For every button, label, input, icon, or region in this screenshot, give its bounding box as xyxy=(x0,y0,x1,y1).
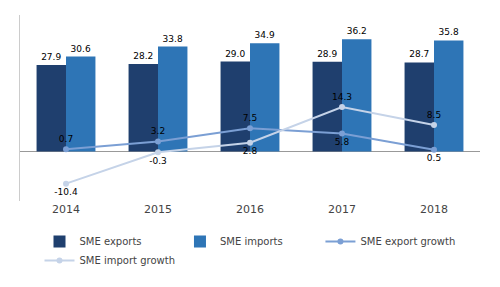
svg-text:29.0: 29.0 xyxy=(225,49,245,59)
svg-text:8.5: 8.5 xyxy=(427,110,441,120)
svg-text:2014: 2014 xyxy=(52,203,80,216)
svg-text:SME export growth: SME export growth xyxy=(360,236,455,247)
svg-text:SME import growth: SME import growth xyxy=(80,255,175,266)
svg-text:28.9: 28.9 xyxy=(317,49,337,59)
svg-text:2015: 2015 xyxy=(144,203,172,216)
svg-text:5.8: 5.8 xyxy=(335,137,350,147)
svg-text:7.5: 7.5 xyxy=(243,113,257,123)
svg-text:3.2: 3.2 xyxy=(151,126,165,136)
svg-text:SME imports: SME imports xyxy=(220,236,283,247)
svg-text:36.2: 36.2 xyxy=(347,26,367,36)
svg-text:35.8: 35.8 xyxy=(439,27,459,37)
svg-text:30.6: 30.6 xyxy=(71,44,91,54)
svg-text:2018: 2018 xyxy=(420,203,448,216)
svg-text:34.9: 34.9 xyxy=(255,30,275,40)
svg-text:28.2: 28.2 xyxy=(133,51,153,61)
svg-text:0.5: 0.5 xyxy=(427,153,441,163)
svg-text:0.7: 0.7 xyxy=(59,134,73,144)
svg-text:-10.4: -10.4 xyxy=(54,187,78,197)
svg-text:33.8: 33.8 xyxy=(163,34,183,44)
svg-text:14.3: 14.3 xyxy=(332,92,352,102)
svg-text:SME exports: SME exports xyxy=(80,236,142,247)
svg-text:28.7: 28.7 xyxy=(409,49,429,59)
svg-text:2017: 2017 xyxy=(328,203,356,216)
svg-text:2016: 2016 xyxy=(236,203,264,216)
svg-text:-0.3: -0.3 xyxy=(149,156,167,166)
svg-text:27.9: 27.9 xyxy=(41,52,61,62)
svg-text:2.8: 2.8 xyxy=(243,146,258,156)
